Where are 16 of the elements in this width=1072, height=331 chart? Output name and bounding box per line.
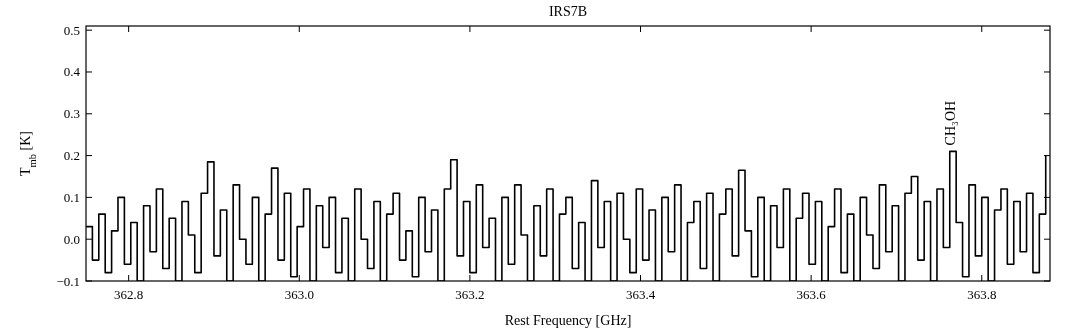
y-tick-label: 0.1	[63, 189, 80, 205]
x-axis-title: Rest Frequency [GHz]	[504, 313, 632, 328]
y-tick-label: 0.2	[63, 148, 80, 164]
y-tick-label: 0.3	[63, 106, 80, 122]
x-tick-label: 363.0	[284, 287, 314, 302]
y-tick-label: 0.0	[63, 231, 80, 247]
annotation: CH₃OH	[942, 100, 958, 146]
y-tick-label: 0.5	[63, 22, 80, 38]
chart-title: IRS7B	[548, 4, 588, 19]
x-tick-label: 363.8	[967, 287, 997, 302]
y-tick-label: 0.4	[63, 64, 81, 80]
x-tick-label: 363.4	[625, 287, 656, 302]
x-tick-label: 362.8	[114, 287, 144, 302]
y-tick-label: −0.1	[56, 273, 80, 289]
x-tick-label: 363.6	[796, 287, 827, 302]
x-tick-label: 363.2	[455, 287, 485, 302]
